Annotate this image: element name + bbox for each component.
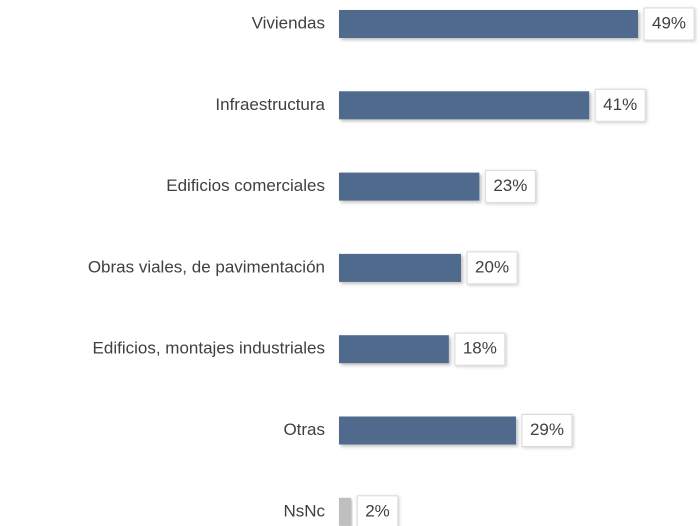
value-label-box bbox=[643, 7, 695, 41]
bar bbox=[339, 91, 590, 120]
value-label: 18% bbox=[463, 339, 497, 358]
category-label: NsNc bbox=[283, 501, 325, 520]
value-label: 41% bbox=[603, 95, 637, 114]
bar bbox=[339, 335, 449, 364]
value-label: 49% bbox=[652, 13, 686, 32]
value-label-box bbox=[466, 251, 518, 285]
bar bbox=[339, 172, 480, 201]
value-label: 2% bbox=[365, 501, 390, 520]
bar bbox=[339, 416, 516, 445]
category-label: Viviendas bbox=[252, 13, 325, 32]
category-label: Edificios comerciales bbox=[166, 176, 325, 195]
category-label: Obras viales, de pavimentación bbox=[88, 257, 325, 276]
category-label: Edificios, montajes industriales bbox=[93, 339, 325, 358]
bar bbox=[339, 253, 462, 282]
value-label-box bbox=[484, 170, 536, 204]
value-label: 23% bbox=[493, 176, 527, 195]
value-label: 29% bbox=[530, 420, 564, 439]
category-label: Infraestructura bbox=[215, 95, 325, 114]
value-label-box bbox=[454, 332, 506, 366]
bar bbox=[339, 497, 352, 526]
value-label-box bbox=[356, 495, 399, 526]
bar bbox=[339, 10, 638, 38]
category-label: Otras bbox=[283, 420, 325, 439]
value-label-box bbox=[594, 88, 646, 122]
value-label: 20% bbox=[475, 257, 509, 276]
value-label-box bbox=[521, 414, 573, 447]
